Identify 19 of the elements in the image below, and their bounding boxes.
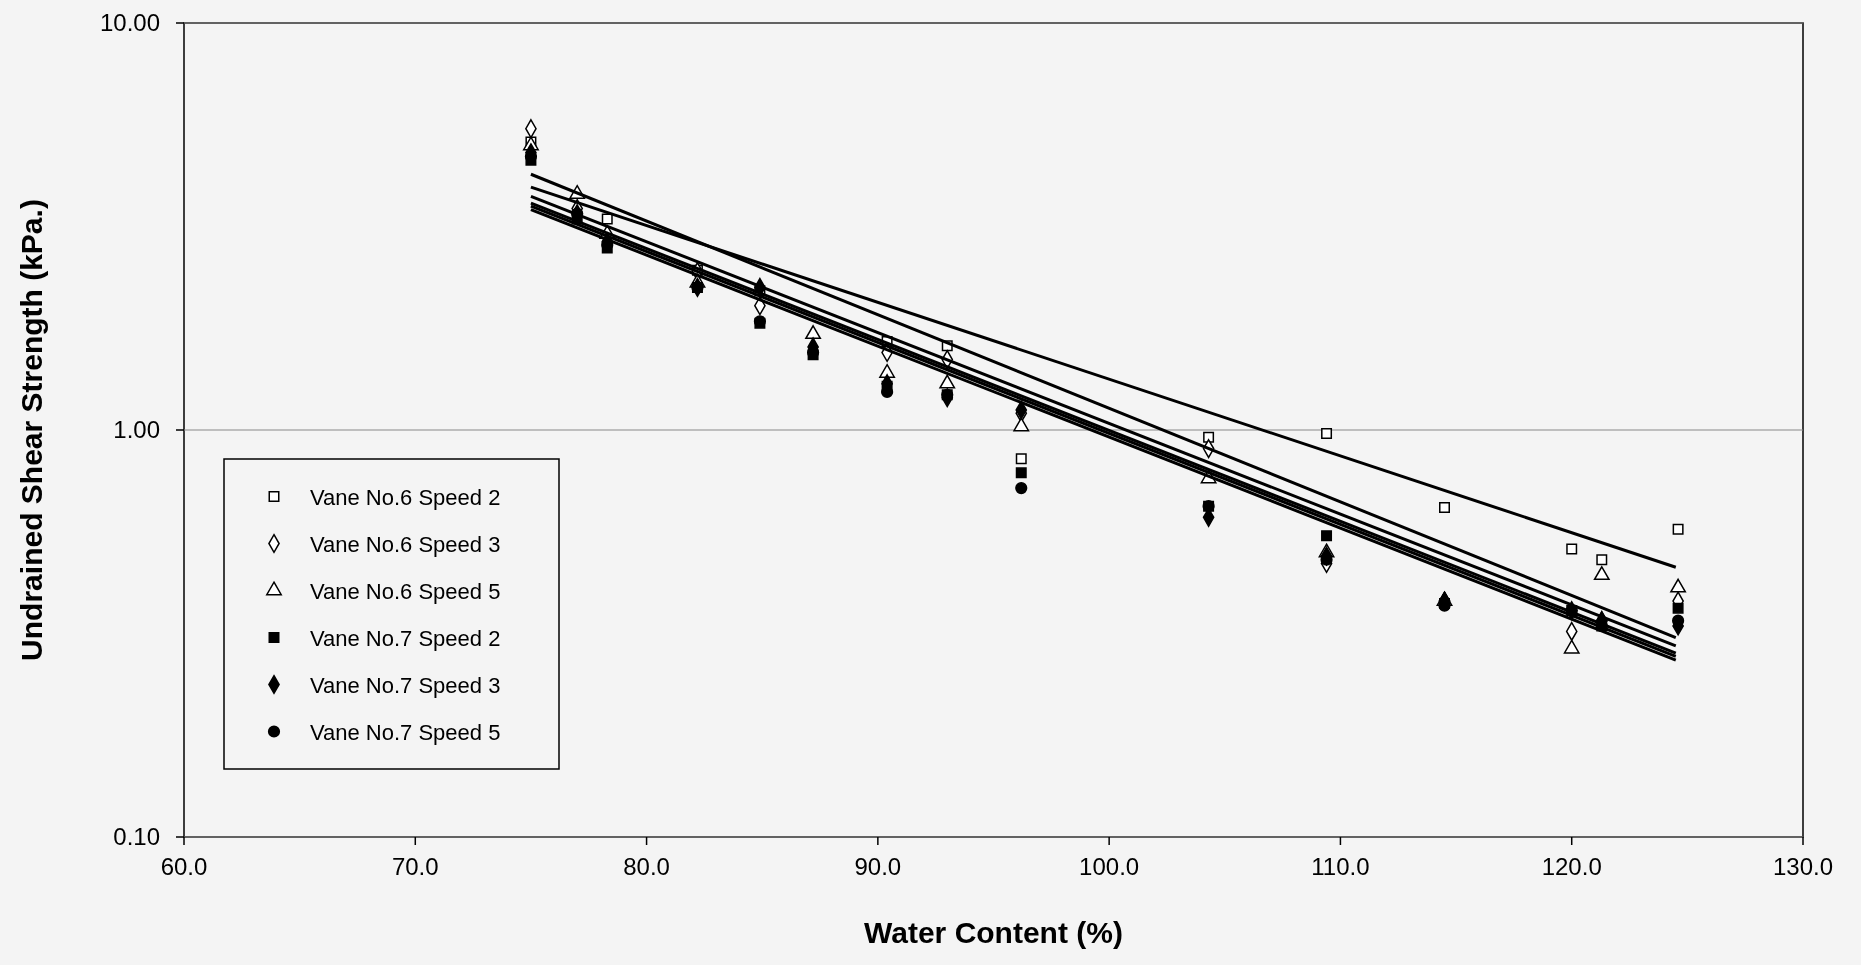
x-tick-label: 90.0 [854,853,902,880]
x-tick-label: 70.0 [391,853,439,880]
x-tick-label: 120.0 [1541,853,1602,880]
legend-label: Vane No.7 Speed 3 [310,672,501,698]
x-tick-label: 100.0 [1079,853,1140,880]
x-tick-label: 80.0 [623,853,670,880]
y-tick-label: 1.00 [113,416,160,443]
x-tick-label: 60.0 [160,853,208,880]
x-tick-label: 130.0 [1772,853,1834,880]
x-tick-label: 110.0 [1311,853,1370,880]
y-axis-title: Undrained Shear Strength (kPa.) [15,199,48,661]
legend-label: Vane No.6 Speed 3 [310,531,501,557]
legend-label: Vane No.7 Speed 2 [310,625,501,651]
legend-label: Vane No.6 Speed 2 [310,484,501,510]
legend-label: Vane No.6 Speed 5 [310,578,501,604]
y-tick-label: 0.10 [113,823,160,850]
legend-label: Vane No.7 Speed 5 [310,719,501,745]
y-tick-label: 10.00 [99,9,160,36]
x-axis-title: Water Content (%) [864,916,1123,949]
